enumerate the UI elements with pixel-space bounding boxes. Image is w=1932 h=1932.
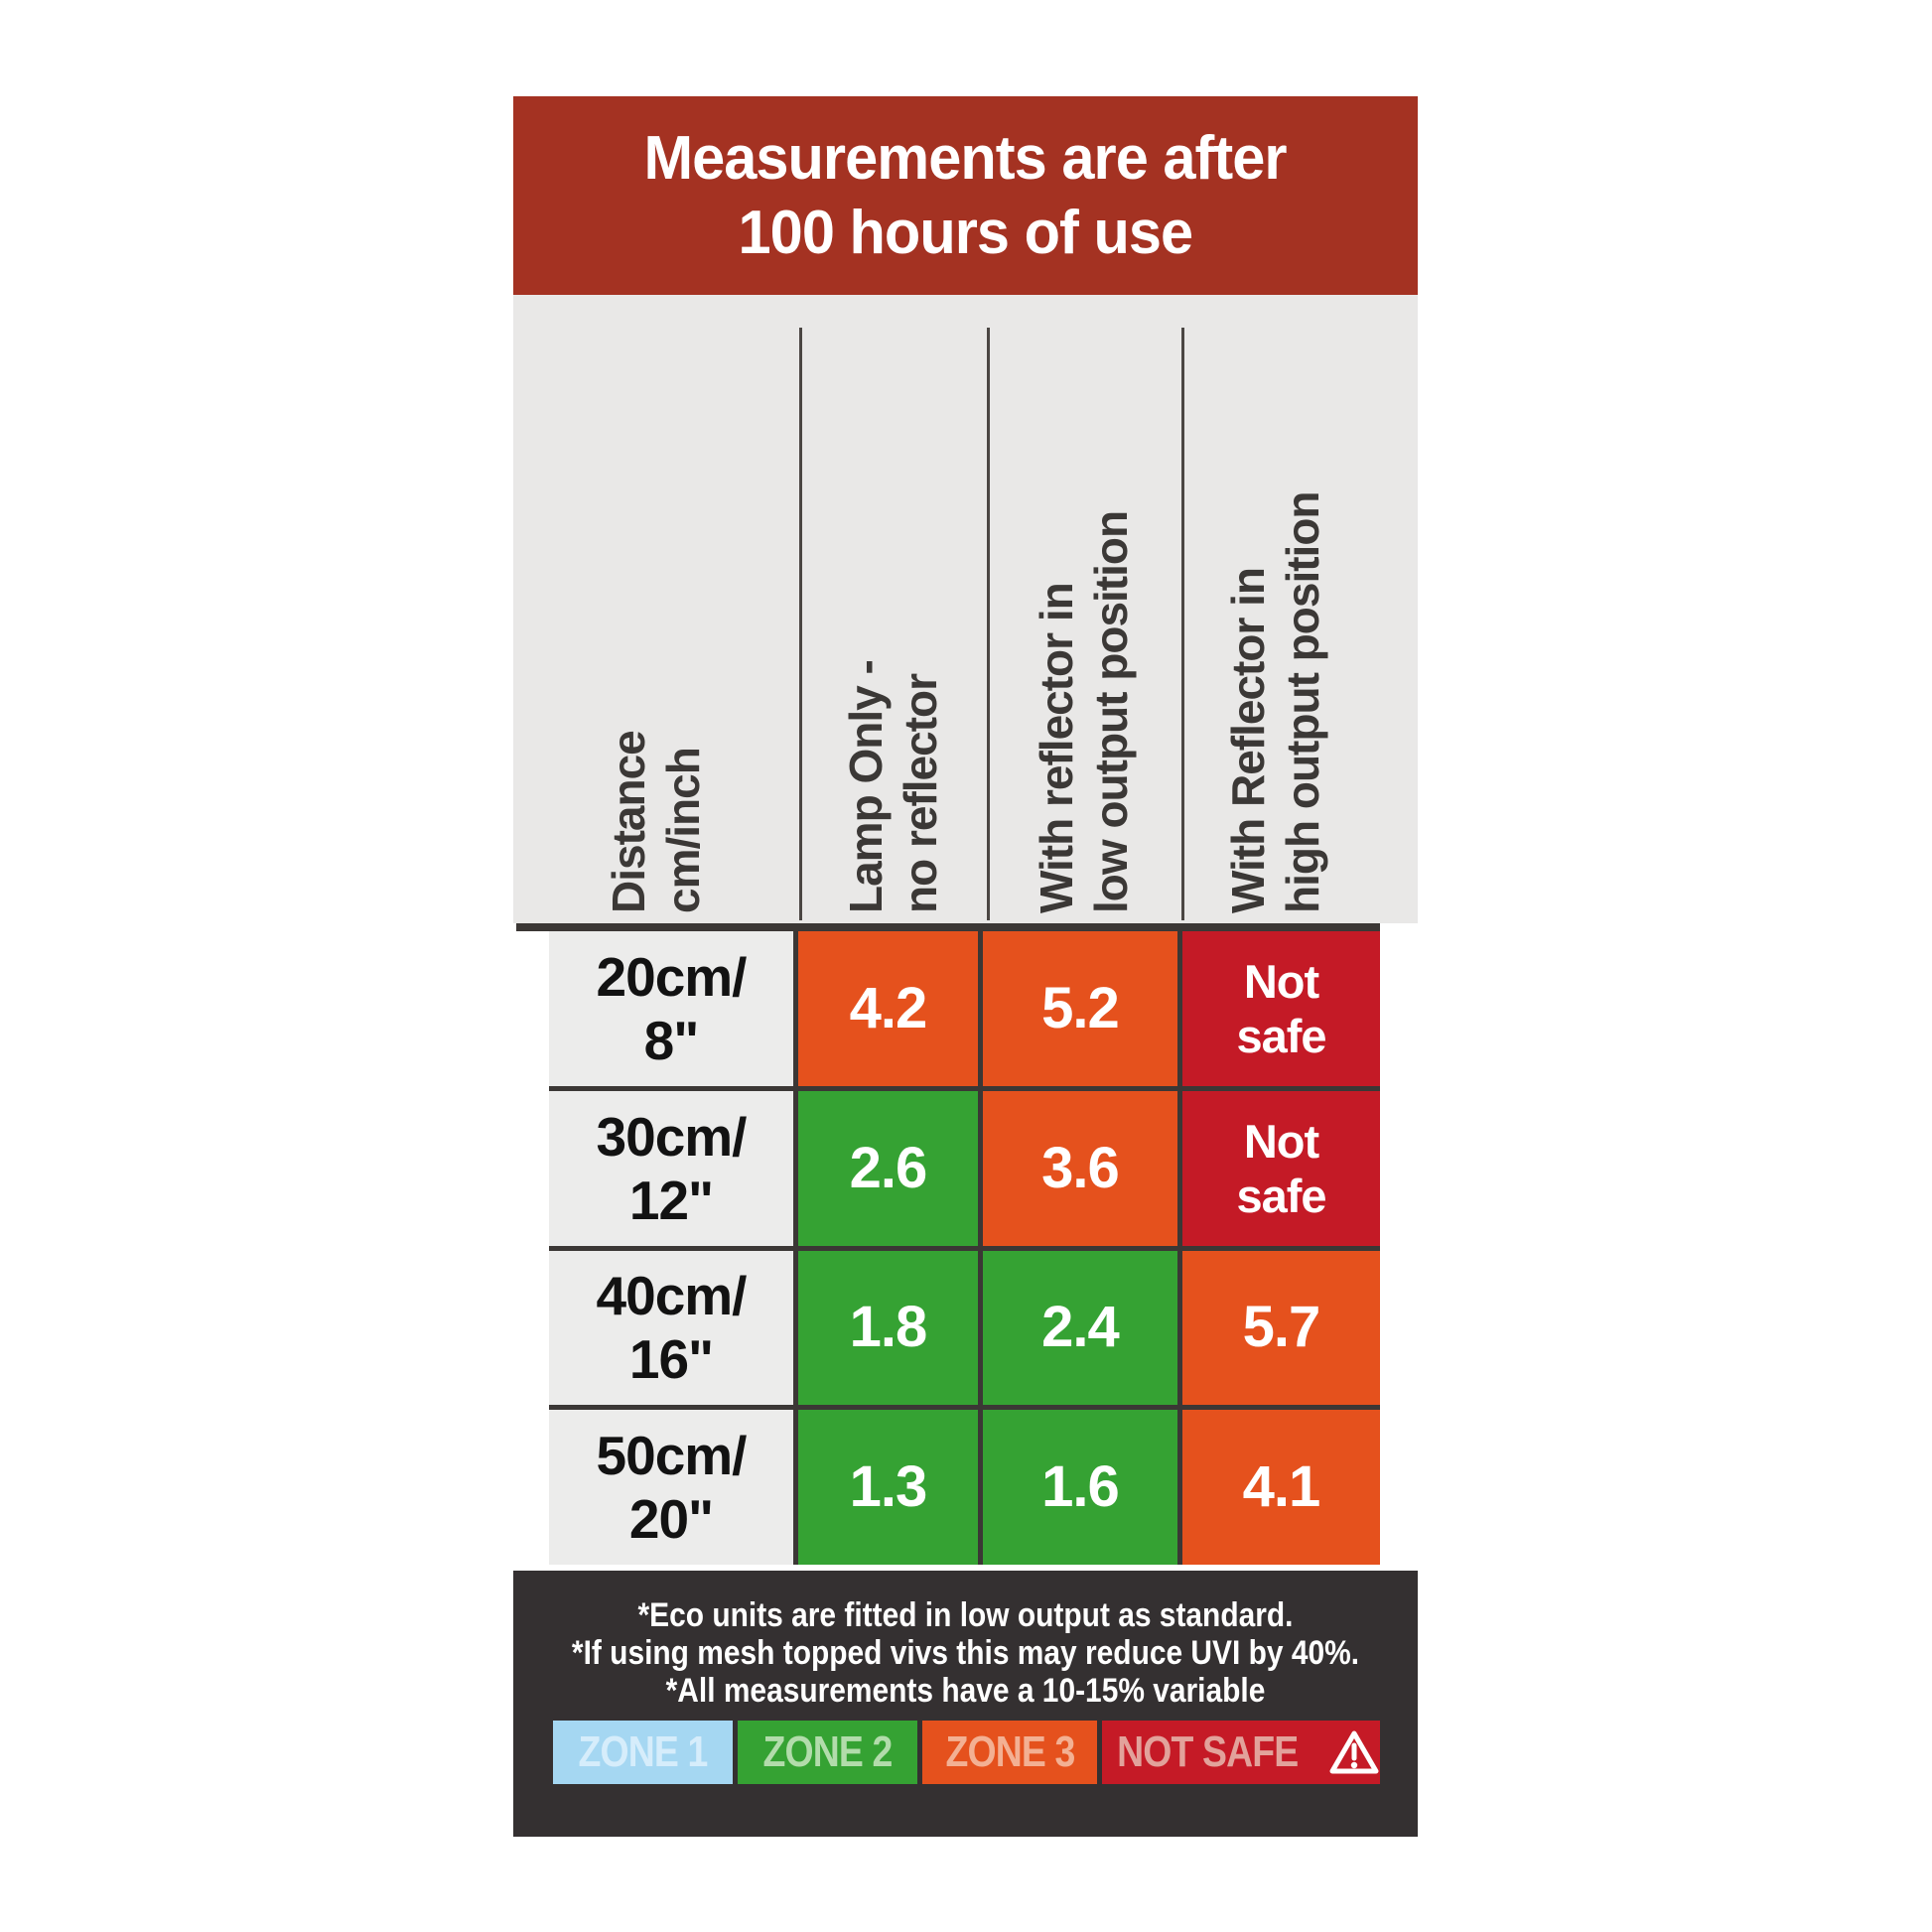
table-cell: 3.6: [983, 1090, 1177, 1246]
table-cell: 1.6: [983, 1410, 1177, 1565]
warning-triangle-icon: [1327, 1728, 1381, 1776]
table-cell: 2.4: [983, 1250, 1177, 1406]
column-header-reflector-high: With Reflector in high output position: [1222, 491, 1328, 913]
header-divider: [987, 328, 990, 920]
title-line-2: 100 hours of use: [738, 199, 1194, 267]
row-label-30cm: 30cm/ 12": [549, 1090, 793, 1246]
table-cell: 1.3: [798, 1410, 978, 1565]
legend-zone-1: ZONE 1: [553, 1721, 733, 1784]
table-cell: Not safe: [1182, 1090, 1380, 1246]
column-header-lamp-only: Lamp Only - no reflector: [840, 660, 946, 913]
zone-legend: ZONE 1 ZONE 2 ZONE 3 NOT SAFE: [553, 1721, 1380, 1784]
header-divider: [1181, 328, 1184, 920]
legend-zone-3: ZONE 3: [922, 1721, 1097, 1784]
header-bottom-rule: [516, 923, 1380, 931]
row-label-50cm: 50cm/ 20": [549, 1410, 793, 1565]
column-header-panel: Distance cm/inch Lamp Only - no reflecto…: [513, 295, 1418, 923]
footnote-mesh: *If using mesh topped vivs this may redu…: [571, 1634, 1360, 1672]
footnote-eco: *Eco units are fitted in low output as s…: [637, 1596, 1294, 1634]
table-cell: 2.6: [798, 1090, 978, 1246]
row-label-20cm: 20cm/ 8": [549, 931, 793, 1086]
table-cell: 4.2: [798, 931, 978, 1086]
footnote-variable: *All measurements have a 10-15% variable: [665, 1672, 1266, 1710]
table-cell: 5.2: [983, 931, 1177, 1086]
table-cell: 4.1: [1182, 1410, 1380, 1565]
footnotes: *Eco units are fitted in low output as s…: [513, 1596, 1418, 1710]
row-label-40cm: 40cm/ 16": [549, 1250, 793, 1406]
column-header-reflector-low: With reflector in low output position: [1031, 510, 1137, 913]
title-line-1: Measurements are after: [643, 124, 1288, 193]
footer-panel: *Eco units are fitted in low output as s…: [513, 1571, 1418, 1837]
title-banner: Measurements are after 100 hours of use: [513, 96, 1418, 295]
legend-zone-2: ZONE 2: [738, 1721, 917, 1784]
header-divider: [799, 328, 802, 920]
table-cell: 5.7: [1182, 1250, 1380, 1406]
table-cell: 1.8: [798, 1250, 978, 1406]
column-header-distance: Distance cm/inch: [603, 731, 709, 913]
legend-not-safe: NOT SAFE: [1102, 1721, 1380, 1784]
uvi-table: 20cm/ 8" 4.2 5.2 Not safe 30cm/ 12" 2.6 …: [549, 931, 1380, 1565]
table-cell: Not safe: [1182, 931, 1380, 1086]
